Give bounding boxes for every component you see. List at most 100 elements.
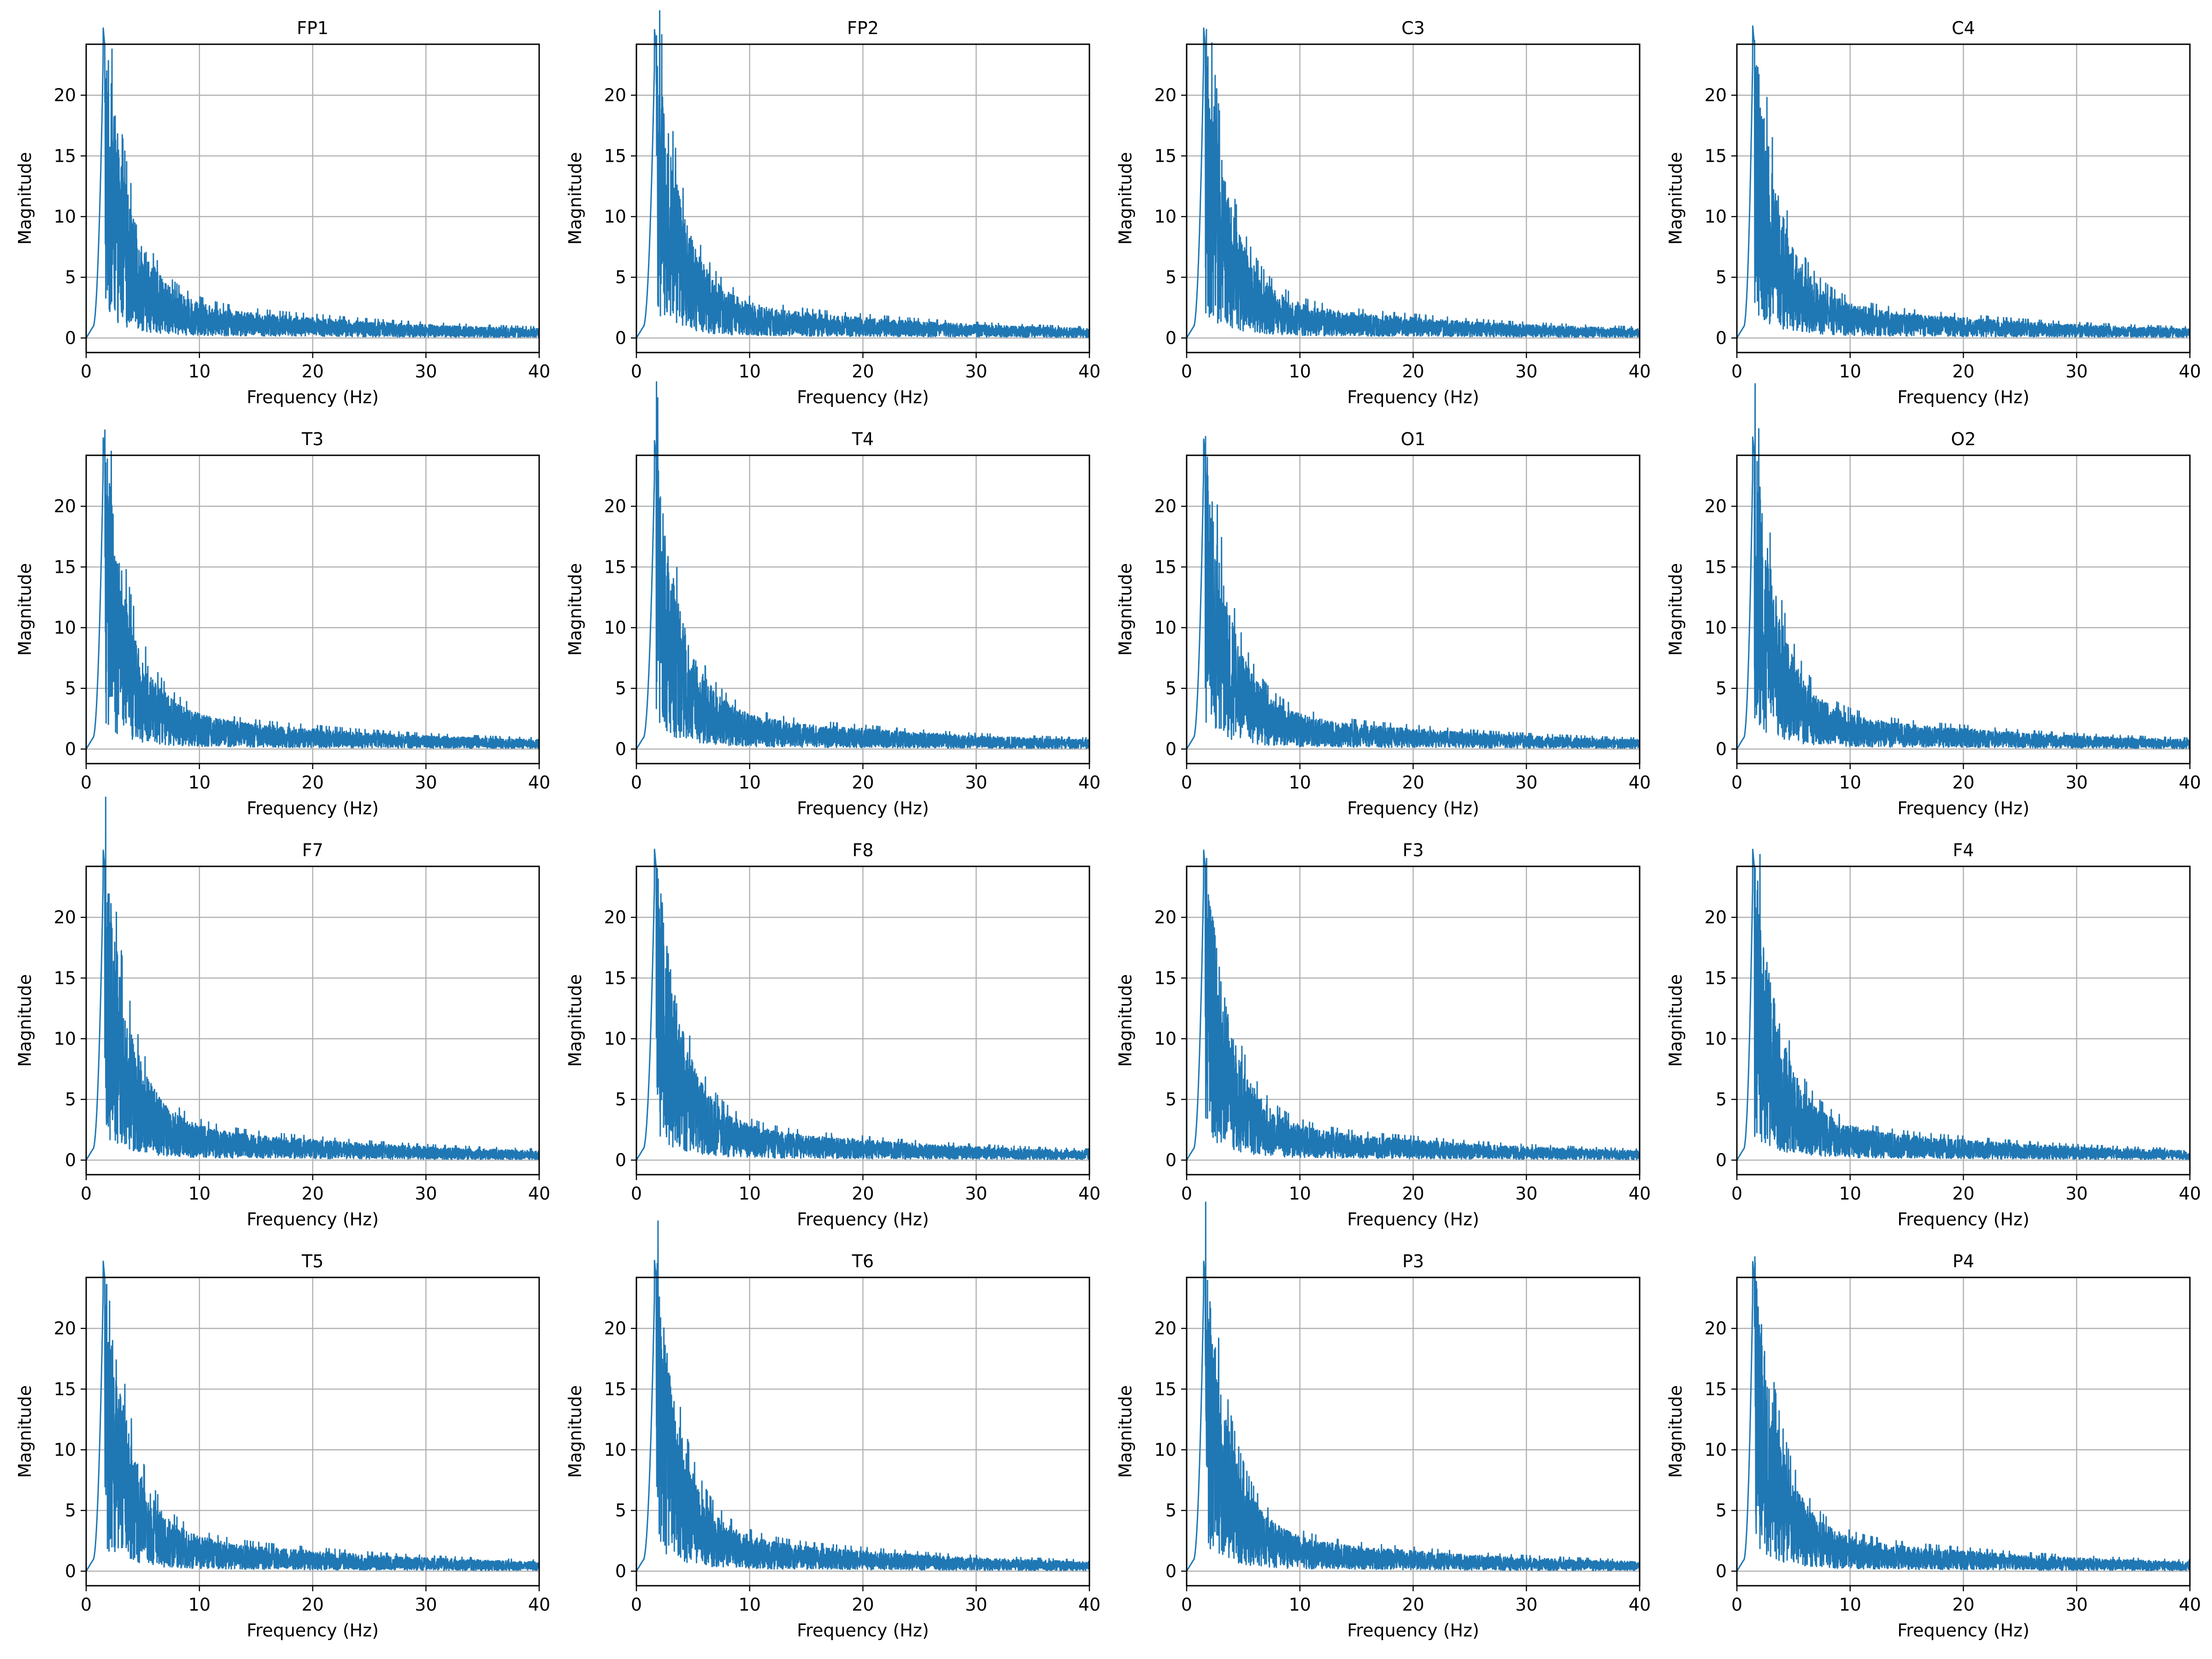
y-tick-label: 10 bbox=[604, 1440, 626, 1460]
y-tick-label: 0 bbox=[615, 1150, 626, 1170]
subplot-title: F7 bbox=[302, 840, 323, 860]
x-tick-label: 30 bbox=[2065, 1183, 2088, 1204]
spectrum-line bbox=[1736, 848, 2191, 1161]
x-axis-label: Frequency (Hz) bbox=[1897, 1620, 2030, 1641]
subplot-c3: 0 10 20 30 40 0 5 10 15 20 C3 Frequency (Hz) Magnitu… bbox=[1115, 18, 1651, 407]
subplot-t6: 0 10 20 30 40 0 5 10 15 20 T6 Frequency (Hz) Magnitu… bbox=[565, 1220, 1100, 1641]
y-axis-label: Magnitude bbox=[1665, 1385, 1686, 1478]
y-tick-label: 0 bbox=[615, 739, 626, 759]
y-tick-label: 20 bbox=[1154, 1318, 1177, 1339]
y-tick-label: 15 bbox=[1705, 146, 1727, 166]
subplot-title: P4 bbox=[1953, 1251, 1974, 1271]
y-tick-label: 15 bbox=[54, 557, 76, 577]
x-axis-label: Frequency (Hz) bbox=[797, 798, 929, 818]
y-tick-label: 20 bbox=[1154, 85, 1177, 106]
x-tick-label: 40 bbox=[1629, 361, 1651, 382]
spectrum-line bbox=[1736, 383, 2191, 750]
x-tick-label: 10 bbox=[1289, 361, 1311, 382]
y-tick-label: 5 bbox=[1716, 1089, 1727, 1110]
subplot-title: FP1 bbox=[297, 18, 329, 38]
subplot-f8: 0 10 20 30 40 0 5 10 15 20 F8 Frequency (Hz) Magnitu… bbox=[565, 840, 1100, 1230]
x-tick-label: 20 bbox=[1952, 772, 1974, 793]
spectrum-line bbox=[1186, 27, 1641, 339]
x-tick-label: 20 bbox=[852, 361, 874, 382]
y-tick-label: 5 bbox=[1165, 1089, 1177, 1110]
x-tick-label: 30 bbox=[1515, 772, 1537, 793]
y-tick-label: 15 bbox=[604, 557, 626, 577]
x-tick-label: 10 bbox=[188, 772, 211, 793]
y-tick-label: 5 bbox=[65, 1500, 76, 1521]
subplot-title: O1 bbox=[1400, 429, 1425, 449]
x-tick-label: 30 bbox=[415, 361, 437, 382]
x-tick-label: 30 bbox=[415, 772, 437, 793]
subplot-title: T6 bbox=[852, 1251, 874, 1271]
x-tick-label: 20 bbox=[301, 1594, 324, 1615]
x-axis-label: Frequency (Hz) bbox=[797, 387, 929, 407]
spectrum-line bbox=[1736, 25, 2191, 339]
subplot-title: T4 bbox=[852, 429, 874, 449]
x-tick-label: 0 bbox=[1181, 1183, 1192, 1204]
x-tick-label: 20 bbox=[1402, 1594, 1424, 1615]
subplot-p4: 0 10 20 30 40 0 5 10 15 20 P4 Frequency (Hz) Magnitu… bbox=[1665, 1251, 2201, 1641]
x-tick-label: 30 bbox=[965, 772, 987, 793]
x-tick-label: 0 bbox=[1181, 361, 1192, 382]
y-tick-label: 0 bbox=[615, 1561, 626, 1581]
y-tick-label: 20 bbox=[604, 85, 626, 106]
y-tick-label: 5 bbox=[65, 678, 76, 699]
x-tick-label: 10 bbox=[1839, 772, 1861, 793]
y-tick-label: 10 bbox=[54, 1029, 76, 1049]
x-axis-label: Frequency (Hz) bbox=[797, 1620, 929, 1641]
y-axis-label: Magnitude bbox=[1115, 1385, 1135, 1478]
subplot-fp2: 0 10 20 30 40 0 5 10 15 20 FP2 Frequency (Hz) Magnit… bbox=[565, 10, 1100, 407]
y-tick-label: 20 bbox=[54, 1318, 76, 1339]
spectrum-line bbox=[85, 429, 540, 750]
y-tick-label: 20 bbox=[604, 1318, 626, 1339]
x-axis-label: Frequency (Hz) bbox=[1347, 1620, 1479, 1641]
y-tick-label: 20 bbox=[54, 85, 76, 106]
subplot-o2: 0 10 20 30 40 0 5 10 15 20 O2 Frequency (Hz) Magnitu… bbox=[1665, 383, 2201, 818]
y-axis-label: Magnitude bbox=[15, 152, 35, 245]
y-tick-label: 10 bbox=[1154, 618, 1177, 638]
x-tick-label: 40 bbox=[528, 361, 550, 382]
y-axis-label: Magnitude bbox=[15, 563, 35, 656]
x-tick-label: 10 bbox=[739, 1183, 761, 1204]
y-tick-label: 5 bbox=[1165, 267, 1177, 288]
y-tick-label: 20 bbox=[1705, 85, 1727, 106]
x-tick-label: 20 bbox=[852, 772, 874, 793]
y-axis-label: Magnitude bbox=[15, 1385, 35, 1478]
y-tick-label: 15 bbox=[604, 146, 626, 166]
y-tick-label: 5 bbox=[615, 267, 626, 288]
y-tick-label: 20 bbox=[1154, 496, 1177, 517]
spectrum-line bbox=[1186, 1201, 1641, 1572]
spectrum-line bbox=[635, 1220, 1090, 1572]
x-tick-label: 40 bbox=[528, 772, 550, 793]
x-tick-label: 40 bbox=[2179, 1183, 2201, 1204]
x-tick-label: 10 bbox=[739, 1594, 761, 1615]
x-tick-label: 20 bbox=[1402, 772, 1424, 793]
y-tick-label: 10 bbox=[604, 618, 626, 638]
y-tick-label: 0 bbox=[1165, 1150, 1177, 1170]
x-tick-label: 10 bbox=[188, 1183, 211, 1204]
x-tick-label: 30 bbox=[415, 1183, 437, 1204]
subplot-t4: 0 10 20 30 40 0 5 10 15 20 T4 Frequency (Hz) Magnitu… bbox=[565, 381, 1100, 818]
x-tick-label: 10 bbox=[188, 1594, 211, 1615]
y-tick-label: 5 bbox=[1716, 1500, 1727, 1521]
y-axis-label: Magnitude bbox=[1665, 152, 1686, 245]
x-tick-label: 40 bbox=[1629, 1183, 1651, 1204]
y-tick-label: 10 bbox=[1154, 1029, 1177, 1049]
x-tick-label: 20 bbox=[301, 772, 324, 793]
x-tick-label: 10 bbox=[1289, 1183, 1311, 1204]
x-tick-label: 30 bbox=[2065, 1594, 2088, 1615]
x-tick-label: 30 bbox=[1515, 1183, 1537, 1204]
x-axis-label: Frequency (Hz) bbox=[1347, 1209, 1479, 1230]
y-tick-label: 15 bbox=[1154, 968, 1177, 988]
y-tick-label: 10 bbox=[604, 206, 626, 227]
subplot-f7: 0 10 20 30 40 0 5 10 15 20 F7 Frequency (Hz) Magnitu… bbox=[15, 796, 550, 1230]
x-tick-label: 20 bbox=[301, 361, 324, 382]
x-tick-label: 20 bbox=[1952, 361, 1974, 382]
y-tick-label: 20 bbox=[1705, 1318, 1727, 1339]
x-tick-label: 30 bbox=[2065, 772, 2088, 793]
x-axis-label: Frequency (Hz) bbox=[1897, 387, 2030, 407]
subplot-title: O2 bbox=[1951, 429, 1976, 449]
x-tick-label: 0 bbox=[631, 1183, 642, 1204]
